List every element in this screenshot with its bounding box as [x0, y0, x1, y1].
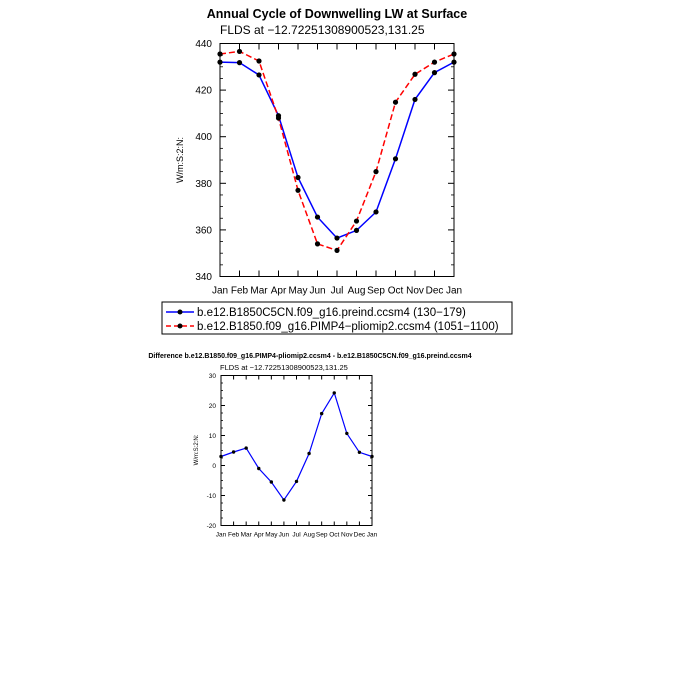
data-point-0 [244, 446, 248, 450]
y-tick-label: 30 [209, 373, 217, 380]
y-tick-label: 10 [209, 433, 217, 440]
y-tick-label: 380 [195, 179, 212, 190]
data-point-0 [282, 498, 286, 502]
data-point-0 [370, 454, 374, 459]
series-marks [219, 391, 374, 502]
x-tick-label: Jan [446, 286, 462, 297]
series-marks [217, 48, 457, 254]
axis-ticks: Jan Feb Mar Apr May Jun Jul Aug Sep Oct Nov Dec Jan3… [195, 39, 462, 297]
y-tick-label: -10 [207, 493, 217, 500]
data-point-0 [219, 454, 223, 459]
x-tick-label: May [265, 532, 278, 539]
x-tick-label: Sep [367, 286, 385, 297]
y-tick-label: 440 [195, 39, 212, 50]
x-tick-label: Mar [250, 286, 268, 297]
x-tick-label: Jan [216, 532, 227, 539]
chart-subtitle: FLDS at −12.72251308900523,131.25 [220, 23, 425, 37]
data-point-1 [373, 169, 379, 175]
data-point-0 [269, 480, 274, 484]
data-point-1 [353, 218, 360, 224]
y-tick-label: 420 [195, 86, 212, 97]
data-point-1 [295, 187, 301, 193]
x-tick-label: Nov [406, 286, 424, 297]
x-tick-label: Apr [254, 532, 265, 539]
x-tick-label: Sep [316, 532, 328, 539]
data-point-1 [334, 247, 340, 254]
x-tick-label: Jan [212, 286, 228, 297]
y-axis-label: W/m:S:2:N: [194, 434, 200, 465]
x-tick-label: Jan [367, 532, 378, 539]
series-line-0 [219, 61, 455, 239]
legend-label-red: b.e12.B1850.f09_g16.PIMP4−pliomip2.ccsm4… [197, 321, 499, 333]
data-point-1 [314, 241, 321, 247]
x-tick-label: Aug [348, 286, 366, 297]
data-point-0 [345, 431, 349, 436]
x-tick-label: Apr [271, 286, 287, 297]
x-tick-label: Nov [341, 532, 353, 539]
data-point-0 [357, 450, 362, 454]
chart-title: Difference b.e12.B1850.f09_g16.PIMP4-pli… [148, 353, 471, 360]
series-line-0 [220, 391, 373, 502]
x-tick-label: May [289, 286, 308, 297]
plot-frame [219, 43, 455, 277]
data-point-0 [353, 227, 360, 233]
data-point-0 [256, 72, 262, 78]
chart-subtitle: FLDS at −12.72251308900523,131.25 [220, 363, 348, 372]
y-tick-label: 20 [209, 403, 217, 410]
x-tick-label: Jul [331, 286, 344, 297]
x-tick-label: Jun [309, 286, 325, 297]
x-tick-label: Jul [292, 532, 301, 539]
data-point-1 [236, 48, 243, 55]
y-tick-label: 360 [195, 225, 212, 236]
data-point-0 [236, 60, 243, 66]
x-tick-label: Feb [231, 286, 249, 297]
data-point-0 [431, 70, 438, 76]
data-point-0 [392, 156, 399, 162]
x-tick-label: Mar [241, 532, 253, 539]
chart-title: Annual Cycle of Downwelling LW at Surfac… [207, 7, 467, 21]
data-point-1 [217, 51, 223, 57]
x-tick-label: Aug [303, 532, 315, 539]
data-point-0 [412, 96, 418, 103]
data-point-0 [334, 235, 340, 241]
x-tick-label: Dec [426, 286, 444, 297]
plot-frame [220, 375, 373, 526]
data-point-1 [256, 58, 262, 64]
y-tick-label: -20 [207, 523, 217, 530]
data-point-1 [392, 99, 399, 105]
data-point-1 [412, 71, 418, 77]
data-point-0 [451, 59, 457, 65]
y-tick-label: 340 [195, 272, 212, 283]
x-tick-label: Feb [228, 532, 240, 539]
legend-box [161, 301, 513, 335]
x-tick-label: Jun [279, 532, 290, 539]
data-point-0 [217, 59, 223, 65]
y-axis-label: W/m:S:2:N: [175, 137, 185, 183]
data-point-0 [295, 174, 301, 181]
series-line-1 [219, 50, 455, 252]
data-point-1 [451, 51, 457, 57]
data-point-0 [319, 411, 324, 416]
data-point-0 [231, 450, 236, 454]
data-point-0 [373, 209, 379, 215]
legend-marker-blue [177, 309, 183, 315]
chart-annual-cycle: Annual Cycle of Downwelling LW at Surfac… [161, 7, 513, 335]
data-point-0 [257, 466, 261, 471]
data-point-0 [307, 451, 311, 456]
x-tick-label: Oct [388, 286, 404, 297]
x-tick-label: Oct [329, 532, 339, 539]
data-point-1 [431, 59, 438, 65]
data-point-0 [294, 479, 299, 484]
legend-marker-red [177, 323, 183, 329]
data-point-0 [314, 214, 321, 220]
legend-label-blue: b.e12.B1850C5CN.f09_g16.preind.ccsm4 (13… [197, 307, 466, 319]
y-tick-label: 0 [212, 463, 216, 470]
chart-difference: Difference b.e12.B1850.f09_g16.PIMP4-pli… [148, 353, 471, 539]
data-point-1 [275, 115, 282, 121]
axis-ticks: Jan Feb Mar Apr May Jun Jul Aug Sep Oct Nov Dec Jan-… [207, 373, 378, 539]
y-tick-label: 400 [195, 132, 212, 143]
x-tick-label: Dec [354, 532, 366, 539]
data-point-0 [332, 391, 336, 395]
